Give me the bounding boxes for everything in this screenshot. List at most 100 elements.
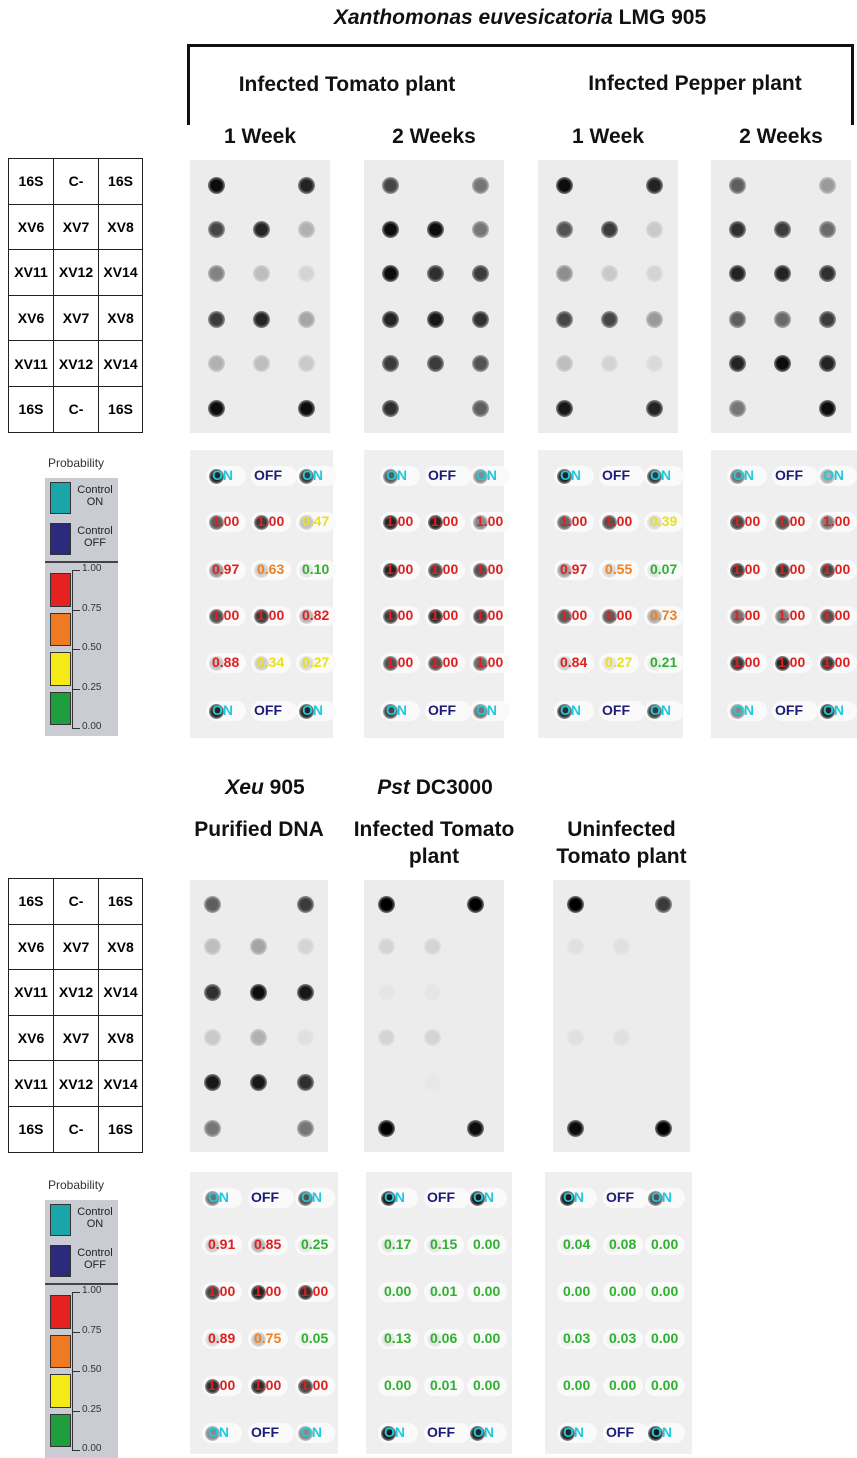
blot-image bbox=[553, 880, 690, 1152]
probability-value: 0.01 bbox=[430, 1283, 457, 1299]
layout-cell: XV7 bbox=[53, 1015, 99, 1062]
probability-value: 1.00 bbox=[476, 607, 503, 623]
scale-tick-label: 0.50 bbox=[82, 1364, 101, 1375]
layout-cell: XV12 bbox=[53, 340, 99, 387]
blot-image bbox=[364, 160, 504, 433]
dot bbox=[472, 221, 489, 238]
probability-value: ON bbox=[212, 702, 233, 718]
dot bbox=[774, 221, 791, 238]
layout-cell: C- bbox=[53, 878, 99, 925]
probability-value: 0.00 bbox=[473, 1236, 500, 1252]
dot bbox=[601, 265, 618, 282]
dot bbox=[729, 177, 746, 194]
dot bbox=[467, 1120, 484, 1137]
dot bbox=[646, 400, 663, 417]
dot bbox=[729, 221, 746, 238]
dot bbox=[427, 311, 444, 328]
probability-value: ON bbox=[386, 467, 407, 483]
legend-swatch bbox=[50, 523, 71, 555]
dot bbox=[646, 177, 663, 194]
dot bbox=[567, 896, 584, 913]
dot bbox=[297, 896, 314, 913]
layout-cell: XV14 bbox=[98, 1060, 143, 1107]
probability-value: 1.00 bbox=[257, 513, 284, 529]
dot bbox=[427, 221, 444, 238]
dot bbox=[427, 355, 444, 372]
dot bbox=[729, 311, 746, 328]
dot bbox=[774, 355, 791, 372]
legend-label: Control OFF bbox=[73, 1247, 117, 1271]
probability-value: 0.17 bbox=[384, 1236, 411, 1252]
probability-value: 0.25 bbox=[301, 1236, 328, 1252]
scale-tick bbox=[72, 570, 80, 571]
probability-value: 0.91 bbox=[208, 1236, 235, 1252]
probability-value: OFF bbox=[428, 702, 456, 718]
dot bbox=[298, 177, 315, 194]
probability-value: OFF bbox=[602, 467, 630, 483]
probability-value: 1.00 bbox=[778, 513, 805, 529]
panel-label: 2 Weeks bbox=[701, 125, 857, 149]
probability-value: 1.00 bbox=[778, 607, 805, 623]
probability-value: 1.00 bbox=[823, 561, 850, 577]
probability-value: ON bbox=[563, 1189, 584, 1205]
scale-tick-label: 0.75 bbox=[82, 603, 101, 614]
probability-value: ON bbox=[823, 702, 844, 718]
probability-value: 1.00 bbox=[733, 513, 760, 529]
layout-cell: XV6 bbox=[8, 1015, 54, 1062]
legend-label: Control ON bbox=[73, 484, 117, 508]
scale-tick-label: 0.00 bbox=[82, 721, 101, 732]
dot bbox=[297, 1074, 314, 1091]
probability-value: 0.05 bbox=[301, 1330, 328, 1346]
sample-label: Xeu 905 bbox=[190, 776, 340, 800]
dot bbox=[250, 1029, 267, 1046]
probability-value: ON bbox=[302, 702, 323, 718]
probability-value: ON bbox=[651, 1189, 672, 1205]
dot bbox=[253, 221, 270, 238]
dot bbox=[472, 265, 489, 282]
dot bbox=[819, 355, 836, 372]
probability-value: 1.00 bbox=[431, 607, 458, 623]
dot bbox=[655, 896, 672, 913]
probability-value: 0.34 bbox=[257, 654, 284, 670]
legend-title: Probability bbox=[48, 1178, 104, 1192]
probability-value: ON bbox=[823, 467, 844, 483]
legend-title: Probability bbox=[48, 456, 104, 470]
probability-value: OFF bbox=[428, 467, 456, 483]
probability-value: 1.00 bbox=[208, 1283, 235, 1299]
probability-value: 1.00 bbox=[208, 1377, 235, 1393]
layout-cell: XV7 bbox=[53, 924, 99, 971]
probability-value: 0.00 bbox=[384, 1283, 411, 1299]
panel-label: Purified DNA bbox=[174, 816, 344, 843]
dot bbox=[556, 177, 573, 194]
dot bbox=[382, 355, 399, 372]
probability-value: 1.00 bbox=[560, 607, 587, 623]
probability-value: ON bbox=[301, 1189, 322, 1205]
probability-value: 0.97 bbox=[560, 561, 587, 577]
probability-value: 0.00 bbox=[473, 1377, 500, 1393]
dot bbox=[819, 265, 836, 282]
scale-tick bbox=[72, 1450, 80, 1451]
probability-value: ON bbox=[560, 467, 581, 483]
layout-cell: 16S bbox=[98, 158, 143, 205]
dot bbox=[472, 177, 489, 194]
layout-cell: XV8 bbox=[98, 1015, 143, 1062]
probability-value: ON bbox=[386, 702, 407, 718]
probability-value: 1.00 bbox=[476, 561, 503, 577]
scale-tick-label: 0.25 bbox=[82, 682, 101, 693]
dot bbox=[378, 1120, 395, 1137]
dot bbox=[382, 177, 399, 194]
probability-panel bbox=[190, 450, 333, 738]
probability-value: 1.00 bbox=[733, 654, 760, 670]
main-title: Xanthomonas euvesicatoria LMG 905 bbox=[188, 6, 852, 30]
probability-value: OFF bbox=[427, 1189, 455, 1205]
layout-cell: XV12 bbox=[53, 249, 99, 296]
dot bbox=[729, 400, 746, 417]
probability-value: 0.00 bbox=[651, 1377, 678, 1393]
strain: 905 bbox=[270, 776, 305, 799]
layout-cell: C- bbox=[53, 158, 99, 205]
probability-value: 0.01 bbox=[430, 1377, 457, 1393]
scale-tick bbox=[72, 1371, 80, 1372]
probability-value: ON bbox=[208, 1424, 229, 1440]
dot bbox=[378, 896, 395, 913]
layout-cell: 16S bbox=[98, 878, 143, 925]
